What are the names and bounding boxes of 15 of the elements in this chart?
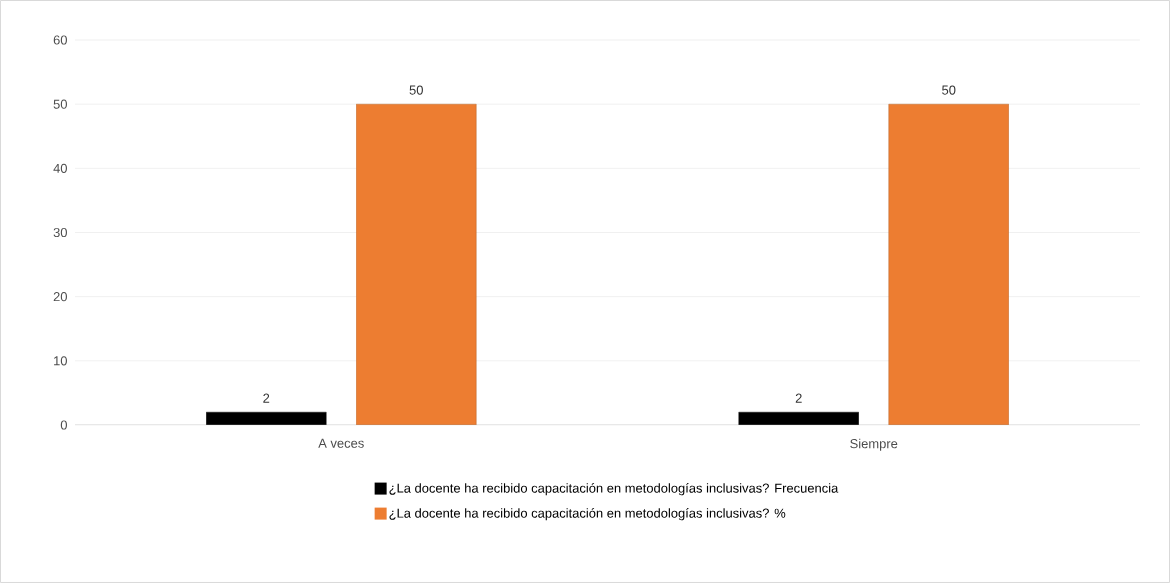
data-label: 2 [263,393,270,403]
data-label: 50 [409,85,423,95]
y-tick-label: 0 [60,420,67,430]
legend-label: ¿La docente ha recibido capacitación en metodologías inclusivas? % [389,508,786,521]
y-tick-label: 20 [53,292,67,302]
y-tick-label: 10 [54,356,67,366]
y-tick-label: 60 [53,35,67,45]
data-label: 2 [795,393,802,403]
x-tick-label: Siempre [850,438,898,451]
y-tick-label: 50 [53,99,67,109]
legend-label: ¿La docente ha recibido capacitación en metodologías inclusivas? Frecuencia [389,483,839,496]
x-tick-label: A veces [318,438,364,448]
y-tick-label: 30 [53,227,67,238]
y-tick-label: 40 [53,163,67,173]
data-label: 50 [942,85,956,95]
